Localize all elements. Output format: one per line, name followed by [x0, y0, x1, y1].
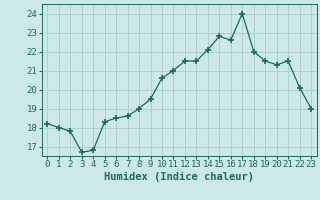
X-axis label: Humidex (Indice chaleur): Humidex (Indice chaleur): [104, 172, 254, 182]
